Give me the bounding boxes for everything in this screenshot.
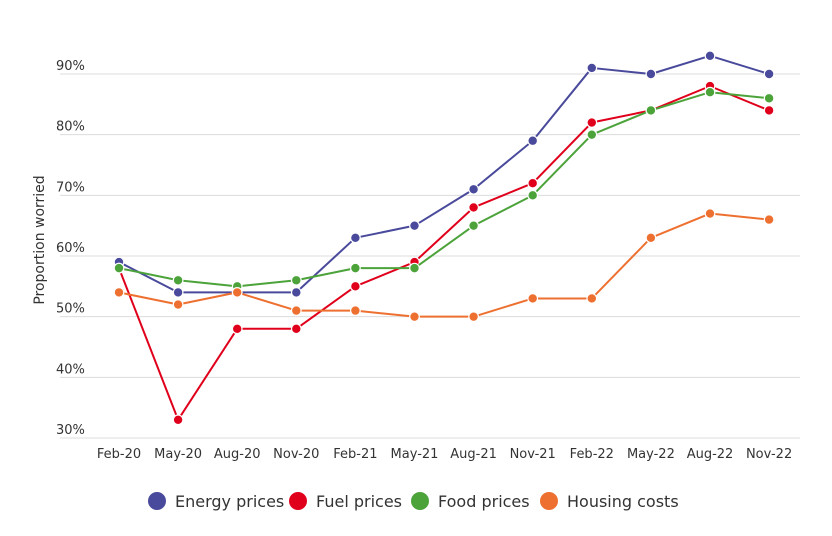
x-tick-label: Aug-22 xyxy=(687,447,734,462)
data-point xyxy=(172,274,184,286)
x-tick-label: Nov-20 xyxy=(273,447,319,462)
data-point xyxy=(350,280,361,292)
x-tick-label: Aug-21 xyxy=(450,447,497,462)
data-point xyxy=(468,220,480,232)
x-tick-label: Aug-20 xyxy=(214,447,261,462)
data-point xyxy=(645,232,657,244)
data-point xyxy=(290,287,302,298)
legend-item-fuel-prices[interactable]: Fuel prices xyxy=(289,492,402,511)
x-tick-label: May-22 xyxy=(627,447,675,462)
y-tick-label: 90% xyxy=(56,59,85,74)
legend[interactable]: Energy prices Fuel prices Food prices Housi… xyxy=(148,492,679,511)
series-energy-prices xyxy=(113,50,775,298)
data-point xyxy=(468,202,480,213)
x-tick-label: Nov-21 xyxy=(510,447,556,462)
legend-swatch-icon xyxy=(411,492,429,510)
legend-swatch-icon xyxy=(148,492,166,510)
series-line xyxy=(118,212,770,318)
data-point xyxy=(350,232,361,244)
data-point xyxy=(172,299,184,310)
x-tick-label: May-21 xyxy=(391,447,439,462)
series-housing-costs xyxy=(113,208,775,323)
legend-item-food-prices[interactable]: Food prices xyxy=(411,492,530,511)
legend-swatch-icon xyxy=(289,492,307,510)
data-point xyxy=(586,129,598,141)
x-tick-label: Feb-22 xyxy=(570,447,614,462)
data-point xyxy=(231,287,243,298)
legend-item-housing-costs[interactable]: Housing costs xyxy=(540,492,679,511)
y-tick-label: 40% xyxy=(56,362,85,377)
series-line xyxy=(118,85,770,421)
data-point xyxy=(409,220,420,232)
y-tick-label: 60% xyxy=(56,241,85,256)
data-point xyxy=(172,287,184,298)
data-point xyxy=(468,183,480,195)
x-tick-label: Feb-20 xyxy=(97,447,141,462)
data-point xyxy=(113,262,125,274)
x-axis-ticks: Feb-20 May-20 Aug-20 Nov-20 Feb-21 May-21 Aug-… xyxy=(97,447,792,462)
y-tick-label: 50% xyxy=(56,302,85,317)
x-tick-label: May-20 xyxy=(154,447,202,462)
series-food-prices xyxy=(113,86,775,292)
legend-swatch-icon xyxy=(540,492,558,510)
y-axis-title: Proportion worried xyxy=(32,175,48,304)
data-point xyxy=(704,86,716,98)
data-point xyxy=(468,311,480,323)
data-point xyxy=(704,208,716,219)
data-point xyxy=(527,177,539,189)
x-tick-label: Feb-21 xyxy=(333,447,377,462)
data-point xyxy=(409,311,420,323)
data-point xyxy=(350,262,361,274)
data-point xyxy=(763,214,775,226)
series-line xyxy=(118,91,770,288)
data-point xyxy=(113,287,125,298)
data-point xyxy=(290,274,302,286)
data-point xyxy=(527,135,539,147)
y-tick-label: 80% xyxy=(56,120,85,135)
data-point xyxy=(586,62,598,74)
legend-item-energy-prices[interactable]: Energy prices xyxy=(148,492,284,511)
data-point xyxy=(763,104,775,116)
data-point xyxy=(290,323,302,335)
data-point xyxy=(350,305,361,317)
y-axis-ticks: 30% 40% 50% 60% 70% 80% 90% xyxy=(56,59,85,438)
data-point xyxy=(645,104,657,116)
data-point xyxy=(409,262,420,274)
data-point xyxy=(763,68,775,80)
data-point xyxy=(527,293,539,304)
data-point xyxy=(290,305,302,317)
legend-label: Fuel prices xyxy=(316,492,402,511)
series-fuel-prices xyxy=(113,80,775,426)
y-tick-label: 30% xyxy=(56,423,85,438)
data-point xyxy=(645,68,657,80)
data-point xyxy=(172,414,184,426)
data-point xyxy=(586,117,598,128)
data-point xyxy=(586,293,598,304)
series-lines xyxy=(113,50,775,426)
data-point xyxy=(231,323,243,335)
legend-label: Food prices xyxy=(438,492,530,511)
legend-label: Energy prices xyxy=(175,492,284,511)
data-point xyxy=(704,50,716,62)
data-point xyxy=(763,92,775,104)
data-point xyxy=(527,189,539,201)
legend-label: Housing costs xyxy=(567,492,679,511)
y-tick-label: 70% xyxy=(56,180,85,195)
series-line xyxy=(118,54,770,294)
x-tick-label: Nov-22 xyxy=(746,447,792,462)
